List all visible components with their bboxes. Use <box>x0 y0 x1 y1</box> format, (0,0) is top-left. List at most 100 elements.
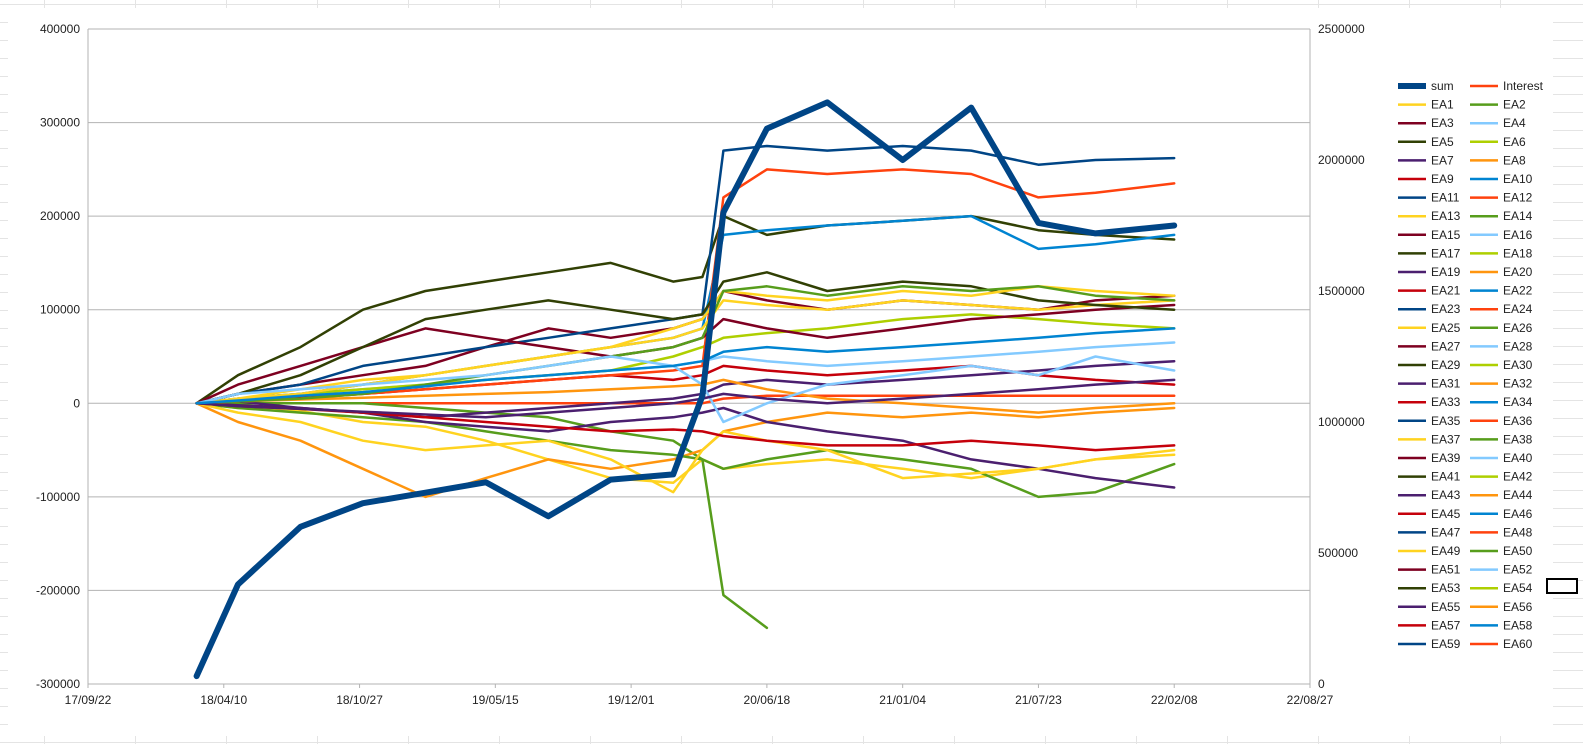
legend-label-ea9: EA9 <box>1431 172 1454 186</box>
left-axis-tick-label: -200000 <box>36 583 80 597</box>
legend-label-ea28: EA28 <box>1503 339 1533 353</box>
x-axis-tick-label: 19/12/01 <box>608 693 655 707</box>
legend-label-ea37: EA37 <box>1431 432 1461 446</box>
legend-label-sum: sum <box>1431 79 1454 93</box>
series-line-ea20 <box>195 378 1176 414</box>
left-axis-tick-label: 300000 <box>40 116 80 130</box>
x-axis-tick-label: 22/08/27 <box>1287 693 1334 707</box>
right-axis-tick-label: 1500000 <box>1318 284 1365 298</box>
legend-label-ea30: EA30 <box>1503 358 1533 372</box>
series-line-ea8 <box>195 402 1176 499</box>
legend-label-ea11: EA11 <box>1431 191 1460 205</box>
legend-label-ea44: EA44 <box>1503 488 1533 502</box>
legend-label-ea25: EA25 <box>1431 321 1461 335</box>
legend-label-ea3: EA3 <box>1431 116 1454 130</box>
legend-label-ea23: EA23 <box>1431 302 1461 316</box>
series-line-ea37 <box>195 402 1176 494</box>
legend-label-ea45: EA45 <box>1431 507 1461 521</box>
x-axis-tick-label: 18/04/10 <box>200 693 247 707</box>
legend-label-ea35: EA35 <box>1431 414 1461 428</box>
legend-label-ea59: EA59 <box>1431 637 1461 651</box>
legend-label-ea55: EA55 <box>1431 600 1461 614</box>
line-chart: 4000003000002000001000000-100000-200000-… <box>36 22 1544 707</box>
legend-label-ea8: EA8 <box>1503 153 1526 167</box>
left-axis-tick-label: 200000 <box>40 209 80 223</box>
x-axis-tick-label: 17/09/22 <box>65 693 112 707</box>
legend-label-ea17: EA17 <box>1431 246 1461 260</box>
right-axis-tick-label: 2000000 <box>1318 153 1365 167</box>
legend-label-ea20: EA20 <box>1503 265 1533 279</box>
legend-label-ea50: EA50 <box>1503 544 1533 558</box>
left-axis-tick-label: 100000 <box>40 303 80 317</box>
legend-label-ea40: EA40 <box>1503 451 1533 465</box>
legend-label-ea12: EA12 <box>1503 191 1533 205</box>
legend-label-ea5: EA5 <box>1431 135 1454 149</box>
right-axis-tick-label: 1000000 <box>1318 415 1365 429</box>
legend-label-ea42: EA42 <box>1503 470 1533 484</box>
legend-label-ea2: EA2 <box>1503 98 1526 112</box>
legend-label-ea22: EA22 <box>1503 284 1533 298</box>
legend-label-ea6: EA6 <box>1503 135 1526 149</box>
legend-label-ea51: EA51 <box>1431 563 1461 577</box>
legend-label-ea53: EA53 <box>1431 581 1461 595</box>
legend-label-ea47: EA47 <box>1431 525 1461 539</box>
legend-label-ea13: EA13 <box>1431 209 1461 223</box>
legend-label-ea56: EA56 <box>1503 600 1533 614</box>
legend-label-ea10: EA10 <box>1503 172 1533 186</box>
x-axis-tick-label: 19/05/15 <box>472 693 519 707</box>
legend-label-ea21: EA21 <box>1431 284 1461 298</box>
series-line-ea58 <box>195 327 1176 405</box>
legend-label-ea54: EA54 <box>1503 581 1533 595</box>
legend-label-ea52: EA52 <box>1503 563 1533 577</box>
series-line-ea2 <box>195 402 769 630</box>
legend-label-ea18: EA18 <box>1503 246 1533 260</box>
legend-label-ea46: EA46 <box>1503 507 1533 521</box>
x-axis-tick-label: 22/02/08 <box>1151 693 1198 707</box>
legend-label-ea43: EA43 <box>1431 488 1461 502</box>
legend-label-ea14: EA14 <box>1503 209 1533 223</box>
legend-label-ea60: EA60 <box>1503 637 1533 651</box>
series-line-ea13 <box>195 299 1176 405</box>
legend-label-ea26: EA26 <box>1503 321 1533 335</box>
legend-label-ea29: EA29 <box>1431 358 1461 372</box>
left-axis-tick-label: -100000 <box>36 490 80 504</box>
legend-label-ea19: EA19 <box>1431 265 1461 279</box>
series-line-sum <box>193 99 1178 680</box>
legend-label-ea24: EA24 <box>1503 302 1533 316</box>
series-line-ea17 <box>195 271 1176 405</box>
x-axis-tick-label: 21/01/04 <box>879 693 926 707</box>
legend-label-ea39: EA39 <box>1431 451 1461 465</box>
legend-label-ea57: EA57 <box>1431 618 1461 632</box>
x-axis-tick-label: 21/07/23 <box>1015 693 1062 707</box>
left-axis-tick-label: 400000 <box>40 22 80 36</box>
right-axis-tick-label: 2500000 <box>1318 22 1365 36</box>
legend-label-interest: Interest <box>1503 79 1544 93</box>
legend-label-ea4: EA4 <box>1503 116 1526 130</box>
left-axis-tick-label: -300000 <box>36 677 80 691</box>
left-axis-tick-label: 0 <box>73 396 80 410</box>
series-line-ea6 <box>195 313 1176 405</box>
legend-label-ea32: EA32 <box>1503 377 1533 391</box>
legend-label-ea38: EA38 <box>1503 432 1533 446</box>
series-line-ea26 <box>195 285 1176 405</box>
selected-cell[interactable] <box>1546 578 1578 594</box>
legend-label-ea27: EA27 <box>1431 339 1461 353</box>
legend-label-ea16: EA16 <box>1503 228 1533 242</box>
legend-label-ea58: EA58 <box>1503 618 1533 632</box>
x-axis-tick-label: 20/06/18 <box>744 693 791 707</box>
chart-area[interactable]: 400000 300000 200000 100000 0 -100000 -200000-… <box>8 8 1553 736</box>
legend-label-ea15: EA15 <box>1431 228 1461 242</box>
right-axis-tick-label: 500000 <box>1318 546 1358 560</box>
legend-label-ea49: EA49 <box>1431 544 1461 558</box>
series-line-ea28 <box>195 355 1176 424</box>
legend-label-ea1: EA1 <box>1431 98 1454 112</box>
legend-label-ea7: EA7 <box>1431 153 1454 167</box>
series-line-ea55 <box>195 378 1176 419</box>
legend-label-ea41: EA41 <box>1431 470 1461 484</box>
right-axis-tick-label: 0 <box>1318 677 1325 691</box>
x-axis-tick-label: 18/10/27 <box>336 693 383 707</box>
legend-label-ea33: EA33 <box>1431 395 1461 409</box>
legend-label-ea36: EA36 <box>1503 414 1533 428</box>
series-line-ea5 <box>195 214 1176 405</box>
legend-label-ea34: EA34 <box>1503 395 1533 409</box>
